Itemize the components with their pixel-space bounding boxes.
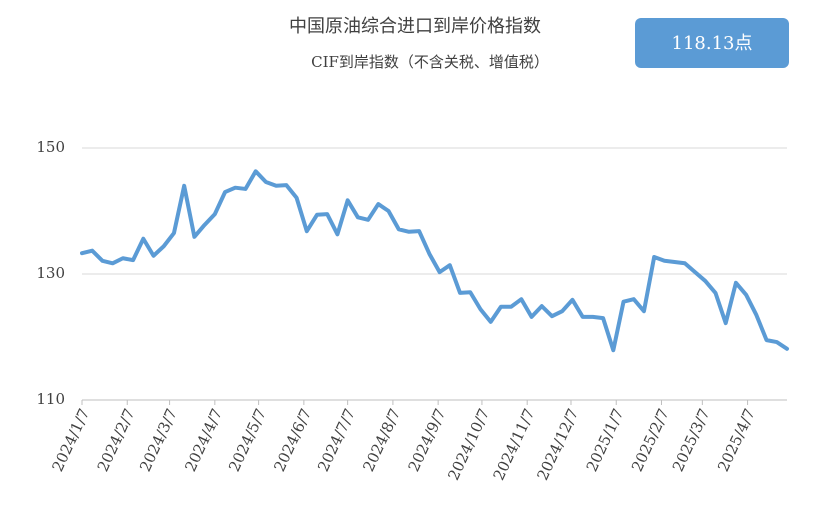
- x-tick-label: 2024/7/7: [314, 406, 359, 475]
- x-tick-label: 2024/11/7: [490, 406, 539, 483]
- x-tick-label: 2025/1/7: [583, 406, 628, 475]
- badge-label: 118.13点: [672, 33, 753, 54]
- y-tick-label: 150: [36, 138, 65, 156]
- badge: [635, 18, 789, 68]
- data-line: [80, 169, 789, 353]
- y-tick-label: 130: [36, 264, 65, 282]
- x-tick-label: 2024/12/7: [533, 406, 582, 483]
- x-tick-label: 2024/6/7: [270, 406, 315, 475]
- x-tick-label: 2025/3/7: [669, 406, 714, 475]
- x-tick-label: 2025/2/7: [628, 406, 673, 475]
- x-tick-label: 2024/2/7: [94, 406, 139, 475]
- x-tick-label: 2024/3/7: [136, 406, 181, 475]
- x-tick-label: 2024/5/7: [225, 406, 270, 475]
- x-tick-label: 2024/4/7: [181, 406, 226, 475]
- x-tick-label: 2024/9/7: [405, 406, 450, 475]
- x-tick-label: 2024/1/7: [48, 406, 93, 475]
- chart-title: 中国原油综合进口到岸价格指数: [289, 16, 541, 37]
- y-tick-label: 110: [36, 390, 65, 408]
- x-tick-label: 2024/8/7: [359, 406, 404, 475]
- chart-subtitle: CIF到岸指数（不含关税、增值税）: [311, 53, 549, 71]
- x-tick-label: 2025/4/7: [714, 406, 759, 475]
- x-tick-label: 2024/10/7: [444, 406, 493, 483]
